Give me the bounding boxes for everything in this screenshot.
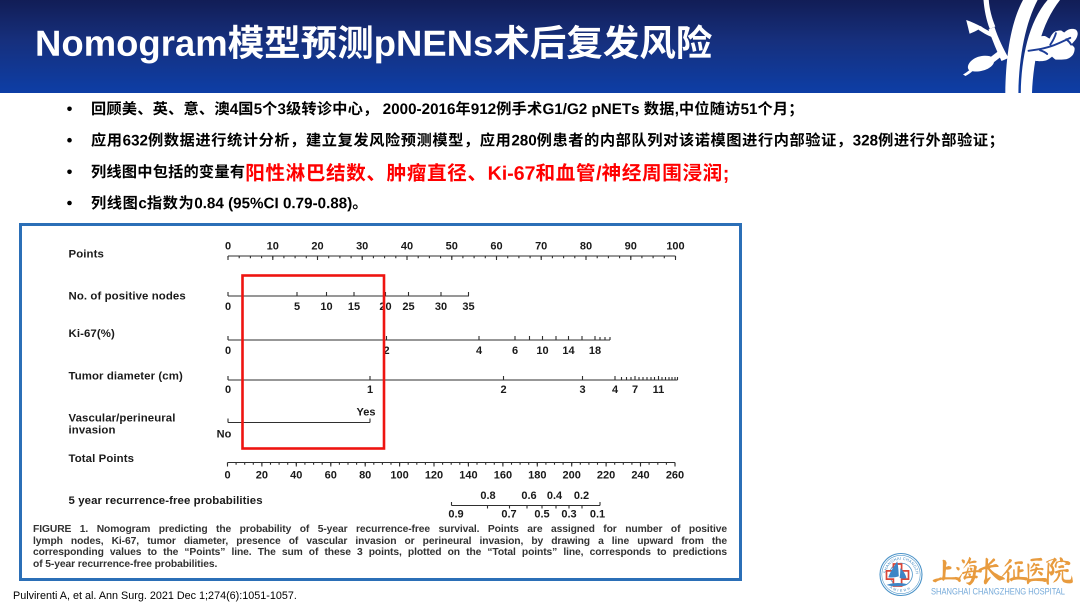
svg-text:SHANGHAI CHANGZHENG HOSPITAL: SHANGHAI CHANGZHENG HOSPITAL (0, 0, 920, 574)
svg-text:invasion: invasion (69, 425, 116, 437)
svg-text:240: 240 (631, 470, 649, 482)
svg-text:25: 25 (402, 301, 414, 313)
svg-text:2: 2 (383, 345, 389, 357)
svg-text:10: 10 (536, 345, 548, 357)
svg-text:10: 10 (320, 301, 332, 313)
svg-text:1: 1 (367, 384, 373, 396)
svg-text:14: 14 (562, 345, 575, 357)
svg-text:No. of positive nodes: No. of positive nodes (69, 291, 186, 303)
svg-text:40: 40 (401, 241, 413, 253)
svg-text:2: 2 (500, 384, 506, 396)
svg-text:4: 4 (476, 345, 483, 357)
svg-text:30: 30 (435, 301, 447, 313)
svg-text:5: 5 (294, 301, 300, 313)
svg-text:3: 3 (579, 384, 585, 396)
svg-text:0.4: 0.4 (547, 490, 563, 502)
svg-text:35: 35 (462, 301, 474, 313)
svg-text:0.1: 0.1 (590, 509, 605, 521)
svg-text:SHANGHAI CHANGZHENG HOSPITAL: SHANGHAI CHANGZHENG HOSPITAL (931, 587, 1065, 597)
svg-text:18: 18 (589, 345, 601, 357)
svg-text:0.7: 0.7 (501, 509, 516, 521)
svg-text:120: 120 (425, 470, 443, 482)
svg-text:Total Points: Total Points (69, 453, 135, 465)
svg-text:100: 100 (390, 470, 408, 482)
svg-text:100: 100 (666, 241, 684, 253)
svg-text:260: 260 (666, 470, 684, 482)
svg-text:20: 20 (379, 301, 391, 313)
svg-text:0: 0 (225, 384, 231, 396)
svg-text:20: 20 (256, 470, 268, 482)
svg-text:Points: Points (69, 249, 104, 261)
svg-text:Yes: Yes (357, 407, 376, 419)
svg-text:60: 60 (325, 470, 337, 482)
svg-text:60: 60 (490, 241, 502, 253)
svg-text:0.9: 0.9 (448, 509, 463, 521)
svg-text:0.5: 0.5 (534, 509, 549, 521)
svg-text:80: 80 (359, 470, 371, 482)
svg-text:No: No (217, 429, 232, 441)
svg-text:220: 220 (597, 470, 615, 482)
svg-text:70: 70 (535, 241, 547, 253)
svg-text:7: 7 (632, 384, 638, 396)
svg-text:Tumor diameter (cm): Tumor diameter (cm) (69, 371, 183, 383)
svg-text:80: 80 (580, 241, 592, 253)
svg-text:90: 90 (625, 241, 637, 253)
svg-text:160: 160 (494, 470, 512, 482)
svg-text:11: 11 (653, 384, 665, 396)
svg-text:Ki-67(%): Ki-67(%) (69, 328, 115, 340)
svg-text:4: 4 (612, 384, 619, 396)
svg-text:AMIERH: AMIERH (889, 585, 912, 593)
svg-text:5 year recurrence-free probabi: 5 year recurrence-free probabilities (69, 495, 263, 507)
svg-text:0: 0 (224, 470, 230, 482)
svg-text:0: 0 (225, 241, 231, 253)
svg-text:0.3: 0.3 (561, 509, 576, 521)
svg-text:0: 0 (225, 301, 231, 313)
svg-text:180: 180 (528, 470, 546, 482)
svg-text:6: 6 (512, 345, 518, 357)
svg-text:0.6: 0.6 (521, 490, 536, 502)
svg-text:20: 20 (311, 241, 323, 253)
svg-text:0.8: 0.8 (480, 490, 495, 502)
svg-text:30: 30 (356, 241, 368, 253)
svg-text:40: 40 (290, 470, 302, 482)
svg-text:0.2: 0.2 (574, 490, 589, 502)
svg-text:15: 15 (348, 301, 360, 313)
svg-text:Vascular/perineural: Vascular/perineural (69, 413, 176, 425)
svg-text:10: 10 (267, 241, 279, 253)
svg-text:200: 200 (563, 470, 581, 482)
svg-text:50: 50 (446, 241, 458, 253)
svg-text:140: 140 (459, 470, 477, 482)
svg-text:0: 0 (225, 345, 231, 357)
